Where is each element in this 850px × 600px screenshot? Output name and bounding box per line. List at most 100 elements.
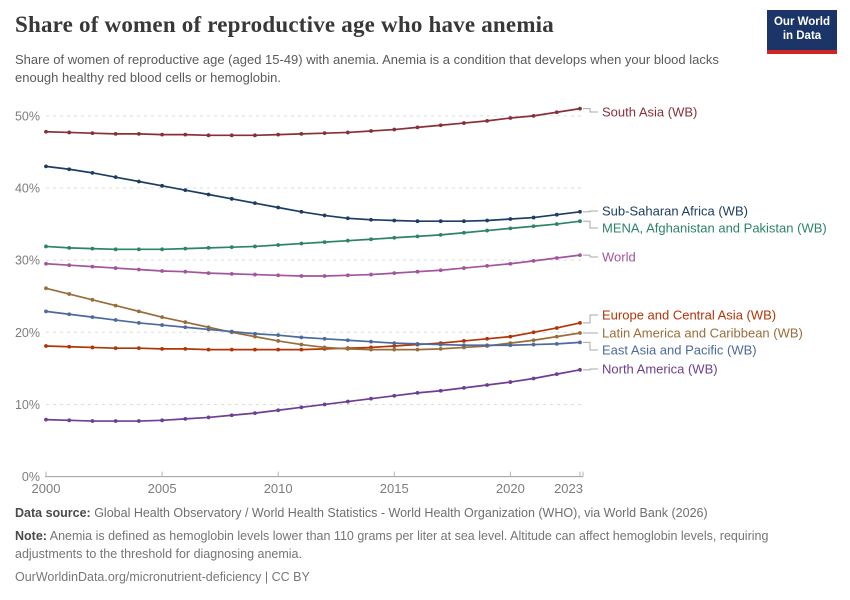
data-point-world[interactable] (415, 269, 420, 274)
data-point-world[interactable] (345, 273, 350, 278)
data-point-world[interactable] (90, 264, 95, 269)
data-point-sub-saharan-africa-wb[interactable] (415, 219, 420, 224)
data-point-europe-and-central-asia-wb[interactable] (462, 339, 466, 343)
data-point-europe-and-central-asia-wb[interactable] (485, 336, 490, 341)
data-point-north-america-wb[interactable] (508, 380, 513, 384)
data-point-north-america-wb[interactable] (369, 396, 373, 401)
data-point-mena-afghanistan-and-pakistan-wb[interactable] (206, 245, 211, 250)
data-point-east-asia-and-pacific-wb[interactable] (415, 341, 420, 346)
data-point-latin-america-and-caribbean-wb[interactable] (67, 292, 72, 296)
data-point-east-asia-and-pacific-wb[interactable] (531, 342, 536, 347)
data-point-latin-america-and-caribbean-wb[interactable] (160, 315, 164, 320)
data-point-europe-and-central-asia-wb[interactable] (206, 347, 211, 352)
line-east-asia-and-pacific-wb[interactable] (45, 310, 581, 347)
data-point-sub-saharan-africa-wb[interactable] (160, 183, 164, 188)
data-point-europe-and-central-asia-wb[interactable] (160, 346, 164, 351)
data-point-mena-afghanistan-and-pakistan-wb[interactable] (392, 235, 397, 240)
data-point-east-asia-and-pacific-wb[interactable] (578, 340, 582, 345)
series-label-mena-afghanistan-and-pakistan-wb[interactable]: MENA, Afghanistan and Pakistan (WB) (602, 221, 827, 236)
data-point-world[interactable] (113, 266, 118, 270)
data-point-europe-and-central-asia-wb[interactable] (508, 334, 513, 339)
data-point-sub-saharan-africa-wb[interactable] (578, 209, 582, 214)
series-label-europe-and-central-asia-wb[interactable]: Europe and Central Asia (WB) (602, 308, 776, 323)
data-point-sub-saharan-africa-wb[interactable] (392, 218, 397, 223)
data-point-east-asia-and-pacific-wb[interactable] (462, 343, 466, 348)
data-point-europe-and-central-asia-wb[interactable] (67, 344, 72, 349)
series-label-east-asia-and-pacific-wb[interactable]: East Asia and Pacific (WB) (602, 343, 757, 358)
data-point-latin-america-and-caribbean-wb[interactable] (44, 286, 48, 291)
data-point-latin-america-and-caribbean-wb[interactable] (253, 334, 257, 339)
data-point-east-asia-and-pacific-wb[interactable] (438, 342, 443, 347)
series-label-sub-saharan-africa-wb[interactable]: Sub-Saharan Africa (WB) (602, 204, 748, 219)
data-point-mena-afghanistan-and-pakistan-wb[interactable] (183, 246, 188, 251)
data-point-latin-america-and-caribbean-wb[interactable] (578, 331, 582, 335)
data-point-latin-america-and-caribbean-wb[interactable] (113, 303, 118, 308)
data-point-east-asia-and-pacific-wb[interactable] (113, 318, 118, 322)
data-point-mena-afghanistan-and-pakistan-wb[interactable] (415, 234, 420, 239)
line-north-america-wb[interactable] (45, 368, 581, 422)
data-point-sub-saharan-africa-wb[interactable] (345, 216, 350, 221)
line-mena-afghanistan-and-pakistan-wb[interactable] (45, 220, 581, 251)
data-point-sub-saharan-africa-wb[interactable] (253, 201, 257, 206)
line-chart[interactable]: 0% 10% 20% 30% 40% 50% 2000 2005 2010 2015 2020 202… (0, 95, 850, 505)
data-point-europe-and-central-asia-wb[interactable] (276, 347, 281, 352)
data-point-north-america-wb[interactable] (299, 405, 304, 410)
data-point-east-asia-and-pacific-wb[interactable] (276, 333, 281, 338)
data-point-world[interactable] (485, 264, 490, 268)
line-south-asia-wb[interactable] (45, 107, 581, 137)
data-point-world[interactable] (554, 256, 559, 260)
data-point-east-asia-and-pacific-wb[interactable] (299, 335, 304, 340)
data-point-south-asia-wb[interactable] (415, 125, 420, 130)
data-point-east-asia-and-pacific-wb[interactable] (160, 323, 164, 327)
data-point-north-america-wb[interactable] (90, 419, 95, 423)
data-point-sub-saharan-africa-wb[interactable] (438, 219, 443, 224)
data-point-world[interactable] (508, 261, 513, 266)
data-point-mena-afghanistan-and-pakistan-wb[interactable] (554, 222, 559, 226)
data-point-north-america-wb[interactable] (322, 402, 327, 407)
data-point-north-america-wb[interactable] (67, 418, 72, 423)
data-point-mena-afghanistan-and-pakistan-wb[interactable] (369, 237, 373, 242)
data-point-mena-afghanistan-and-pakistan-wb[interactable] (485, 228, 490, 233)
data-point-mena-afghanistan-and-pakistan-wb[interactable] (229, 245, 234, 250)
data-point-europe-and-central-asia-wb[interactable] (531, 330, 536, 335)
data-point-mena-afghanistan-and-pakistan-wb[interactable] (113, 247, 118, 252)
data-point-south-asia-wb[interactable] (160, 132, 164, 137)
data-point-world[interactable] (299, 274, 304, 278)
data-point-south-asia-wb[interactable] (113, 131, 118, 136)
data-point-south-asia-wb[interactable] (369, 129, 373, 133)
data-point-sub-saharan-africa-wb[interactable] (113, 175, 118, 180)
data-point-world[interactable] (392, 271, 397, 276)
data-point-europe-and-central-asia-wb[interactable] (253, 347, 257, 352)
data-point-world[interactable] (253, 272, 257, 277)
data-point-latin-america-and-caribbean-wb[interactable] (392, 347, 397, 352)
data-point-north-america-wb[interactable] (345, 399, 350, 404)
data-point-world[interactable] (369, 272, 373, 277)
data-point-sub-saharan-africa-wb[interactable] (44, 164, 48, 169)
data-point-mena-afghanistan-and-pakistan-wb[interactable] (578, 219, 582, 224)
series-label-north-america-wb[interactable]: North America (WB) (602, 362, 718, 377)
data-point-south-asia-wb[interactable] (183, 132, 188, 137)
data-point-north-america-wb[interactable] (438, 388, 443, 393)
data-point-south-asia-wb[interactable] (508, 116, 513, 120)
data-point-mena-afghanistan-and-pakistan-wb[interactable] (90, 246, 95, 251)
data-point-mena-afghanistan-and-pakistan-wb[interactable] (44, 244, 48, 249)
data-point-mena-afghanistan-and-pakistan-wb[interactable] (345, 238, 350, 243)
data-point-north-america-wb[interactable] (206, 415, 211, 420)
data-point-sub-saharan-africa-wb[interactable] (276, 205, 281, 210)
data-point-east-asia-and-pacific-wb[interactable] (206, 327, 211, 332)
data-point-europe-and-central-asia-wb[interactable] (183, 346, 188, 351)
data-point-world[interactable] (136, 267, 141, 272)
data-point-north-america-wb[interactable] (253, 411, 257, 416)
data-point-mena-afghanistan-and-pakistan-wb[interactable] (67, 245, 72, 250)
data-point-north-america-wb[interactable] (113, 419, 118, 423)
series-label-world[interactable]: World (602, 250, 636, 265)
data-point-mena-afghanistan-and-pakistan-wb[interactable] (438, 232, 443, 237)
data-point-mena-afghanistan-and-pakistan-wb[interactable] (531, 224, 536, 229)
data-point-world[interactable] (276, 273, 281, 278)
data-point-east-asia-and-pacific-wb[interactable] (392, 341, 397, 346)
data-point-latin-america-and-caribbean-wb[interactable] (438, 346, 443, 351)
data-point-south-asia-wb[interactable] (253, 133, 257, 138)
data-point-latin-america-and-caribbean-wb[interactable] (322, 345, 327, 350)
data-point-world[interactable] (44, 261, 48, 266)
line-sub-saharan-africa-wb[interactable] (45, 165, 581, 223)
